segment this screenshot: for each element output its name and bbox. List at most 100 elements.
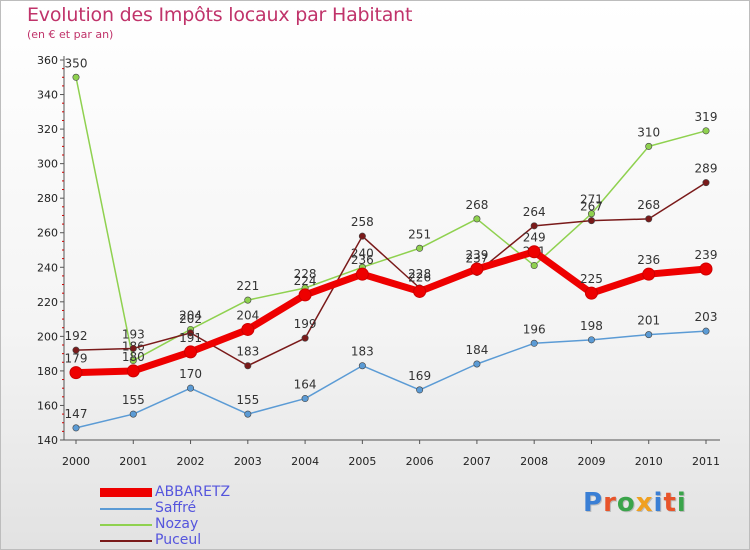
legend-label: ABBARETZ — [155, 484, 231, 500]
data-label: 155 — [236, 393, 259, 407]
data-point — [187, 329, 195, 337]
data-label: 226 — [408, 270, 431, 284]
logo-letter: t — [663, 488, 677, 518]
data-point — [587, 336, 595, 344]
data-label: 258 — [351, 215, 374, 229]
data-label: 268 — [637, 198, 660, 212]
data-point — [645, 215, 653, 223]
x-tick-label: 2006 — [406, 455, 434, 468]
x-tick-label: 2007 — [463, 455, 491, 468]
logo-letter: i — [653, 488, 664, 518]
data-label: 193 — [122, 327, 145, 341]
data-label: 179 — [65, 352, 88, 366]
data-label: 164 — [294, 378, 317, 392]
data-point — [244, 410, 252, 418]
legend-label: Puceul — [155, 532, 202, 548]
data-label: 251 — [408, 227, 431, 241]
data-point — [244, 296, 252, 304]
data-point — [129, 410, 137, 418]
data-label: 268 — [465, 198, 488, 212]
y-tick-label: 160 — [37, 399, 58, 412]
x-tick-label: 2010 — [635, 455, 663, 468]
data-point — [301, 395, 309, 403]
y-tick-label: 300 — [37, 158, 58, 171]
data-label: 240 — [351, 246, 374, 260]
x-tick-label: 2002 — [177, 455, 205, 468]
chart-subtitle: (en € et par an) — [27, 28, 114, 41]
data-label: 204 — [179, 308, 202, 322]
data-label: 319 — [695, 110, 718, 124]
data-point — [72, 424, 80, 432]
data-point — [358, 232, 366, 240]
data-label: 264 — [523, 205, 546, 219]
data-point — [587, 217, 595, 225]
data-label: 249 — [523, 231, 546, 245]
y-tick-label: 320 — [37, 123, 58, 136]
data-point — [642, 267, 656, 281]
y-tick-label: 280 — [37, 192, 58, 205]
data-label: 239 — [465, 248, 488, 262]
data-point — [355, 267, 369, 281]
series-line — [75, 182, 707, 367]
data-point — [530, 222, 538, 230]
data-label: 228 — [294, 267, 317, 281]
data-point — [645, 331, 653, 339]
data-label: 267 — [580, 200, 603, 214]
y-tick-label: 140 — [37, 434, 58, 447]
series-line — [75, 77, 707, 362]
legend-swatch — [100, 524, 152, 526]
logo-letter: o — [616, 488, 636, 518]
data-label: 350 — [65, 56, 88, 70]
data-label: 239 — [695, 248, 718, 262]
data-point — [72, 73, 80, 81]
data-point — [416, 244, 424, 252]
y-tick-label: 340 — [37, 89, 58, 102]
x-tick-label: 2003 — [234, 455, 262, 468]
logo-letter: x — [635, 488, 654, 518]
legend-label: Nozay — [155, 516, 199, 532]
y-tick-label: 180 — [37, 365, 58, 378]
data-point — [358, 362, 366, 370]
data-label: 170 — [179, 367, 202, 381]
x-tick-label: 2008 — [520, 455, 548, 468]
data-point — [530, 262, 538, 270]
y-tick-label: 360 — [37, 54, 58, 67]
data-label: 201 — [637, 314, 660, 328]
data-point — [702, 127, 710, 135]
data-label: 236 — [351, 253, 374, 267]
data-point — [413, 284, 427, 298]
data-point — [416, 386, 424, 394]
x-tick-label: 2009 — [577, 455, 605, 468]
data-label: 196 — [523, 322, 546, 336]
y-tick-label: 260 — [37, 227, 58, 240]
data-point — [470, 262, 484, 276]
data-point — [184, 345, 198, 359]
legend-swatch — [100, 540, 152, 542]
data-point — [69, 366, 83, 380]
series-line — [75, 248, 707, 377]
series-line — [75, 330, 707, 429]
data-label: 198 — [580, 319, 603, 333]
chart-title: Evolution des Impôts locaux par Habitant — [27, 4, 413, 26]
data-label: 225 — [580, 272, 603, 286]
data-label: 221 — [236, 279, 259, 293]
data-label: 169 — [408, 369, 431, 383]
data-label: 147 — [65, 407, 88, 421]
data-point — [129, 344, 137, 352]
data-point — [473, 360, 481, 368]
data-point — [702, 179, 710, 187]
data-label: 202 — [179, 312, 202, 326]
data-point — [72, 346, 80, 354]
y-tick-label: 220 — [37, 296, 58, 309]
y-tick-label: 200 — [37, 330, 58, 343]
data-label: 180 — [122, 350, 145, 364]
data-label: 224 — [294, 274, 317, 288]
data-point — [129, 357, 137, 365]
data-label: 199 — [294, 317, 317, 331]
data-label: 191 — [179, 331, 202, 345]
data-point — [527, 245, 541, 259]
logo-letter: P — [583, 488, 604, 518]
legend-swatch — [100, 488, 152, 497]
data-label: 184 — [465, 343, 488, 357]
